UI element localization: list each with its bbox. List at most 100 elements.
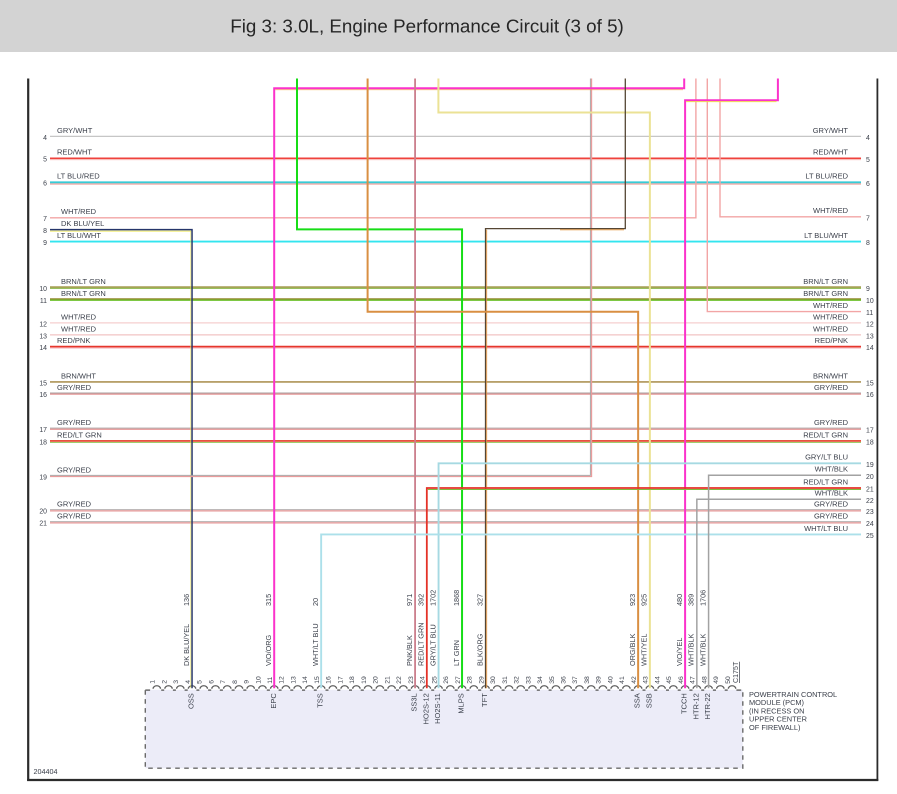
svg-text:14: 14 — [39, 345, 47, 352]
svg-text:LT BLU/RED: LT BLU/RED — [805, 172, 848, 181]
svg-text:925: 925 — [640, 594, 649, 606]
svg-text:5: 5 — [43, 157, 47, 164]
svg-text:GRY/WHT: GRY/WHT — [813, 126, 849, 135]
svg-text:136: 136 — [182, 594, 191, 606]
svg-text:RED/PNK: RED/PNK — [815, 336, 848, 345]
svg-text:3: 3 — [173, 680, 180, 684]
svg-text:10: 10 — [39, 286, 47, 293]
svg-text:21: 21 — [384, 676, 391, 684]
svg-text:34: 34 — [537, 676, 544, 684]
svg-text:48: 48 — [701, 676, 708, 684]
svg-text:11: 11 — [866, 310, 873, 317]
svg-text:HO2S-12: HO2S-12 — [421, 693, 430, 724]
svg-text:(IN RECESS ON: (IN RECESS ON — [749, 706, 804, 715]
svg-text:10: 10 — [866, 298, 874, 305]
svg-text:30: 30 — [490, 676, 497, 684]
svg-text:GRY/RED: GRY/RED — [57, 465, 92, 474]
svg-text:RED/WHT: RED/WHT — [813, 148, 848, 157]
svg-text:BRN/LT GRN: BRN/LT GRN — [803, 289, 848, 298]
svg-text:POWERTRAIN CONTROL: POWERTRAIN CONTROL — [749, 690, 837, 699]
svg-text:Fig 3: 3.0L, Engine Performanc: Fig 3: 3.0L, Engine Performance Circuit … — [230, 16, 624, 37]
svg-text:8: 8 — [866, 240, 870, 247]
svg-text:10: 10 — [255, 676, 262, 684]
svg-text:21: 21 — [866, 487, 874, 494]
svg-text:21: 21 — [39, 521, 47, 528]
svg-text:12: 12 — [39, 321, 47, 328]
svg-text:14: 14 — [866, 345, 874, 352]
svg-text:BLK/ORG: BLK/ORG — [475, 633, 484, 666]
svg-text:16: 16 — [326, 676, 333, 684]
svg-text:45: 45 — [666, 676, 673, 684]
svg-text:42: 42 — [631, 676, 638, 684]
svg-text:WHT/RED: WHT/RED — [813, 206, 849, 215]
svg-text:20: 20 — [39, 509, 47, 516]
svg-text:11: 11 — [267, 677, 274, 684]
svg-text:20: 20 — [373, 676, 380, 684]
svg-text:4: 4 — [185, 680, 192, 684]
svg-text:46: 46 — [678, 676, 685, 684]
svg-text:25: 25 — [431, 676, 438, 684]
svg-text:26: 26 — [443, 676, 450, 684]
svg-text:SS3L: SS3L — [410, 693, 419, 711]
svg-text:17: 17 — [866, 427, 874, 434]
svg-text:C175T: C175T — [732, 661, 740, 683]
svg-text:16: 16 — [866, 392, 874, 399]
svg-text:WHT/RED: WHT/RED — [813, 301, 849, 310]
svg-text:25: 25 — [866, 533, 874, 540]
svg-text:18: 18 — [349, 676, 356, 684]
svg-text:TSS: TSS — [316, 693, 325, 708]
svg-text:50: 50 — [725, 676, 732, 684]
svg-text:DK BLU/YEL: DK BLU/YEL — [61, 219, 104, 228]
svg-text:12: 12 — [866, 322, 874, 329]
svg-text:29: 29 — [478, 676, 485, 684]
svg-text:WHT/BLK: WHT/BLK — [815, 465, 848, 474]
svg-text:11: 11 — [40, 298, 47, 305]
svg-text:19: 19 — [866, 462, 874, 469]
svg-text:WHT/BLK: WHT/BLK — [687, 633, 696, 666]
svg-text:27: 27 — [455, 676, 462, 684]
svg-text:WHT/BLK: WHT/BLK — [698, 633, 707, 666]
svg-text:9: 9 — [866, 286, 870, 293]
svg-text:RED/LT GRN: RED/LT GRN — [803, 477, 848, 486]
svg-text:MLPS: MLPS — [457, 693, 466, 713]
svg-text:31: 31 — [502, 676, 509, 684]
svg-text:6: 6 — [43, 181, 47, 188]
svg-text:GRY/LT BLU: GRY/LT BLU — [805, 453, 848, 462]
svg-text:14: 14 — [302, 676, 309, 684]
svg-text:923: 923 — [628, 594, 637, 606]
svg-text:24: 24 — [866, 521, 874, 528]
svg-text:WHT/YEL: WHT/YEL — [640, 634, 649, 666]
svg-text:1706: 1706 — [698, 590, 707, 606]
svg-text:GRY/RED: GRY/RED — [814, 512, 849, 521]
svg-text:TCCH: TCCH — [680, 693, 689, 714]
svg-text:WHT/RED: WHT/RED — [61, 312, 97, 321]
svg-text:5: 5 — [197, 680, 204, 684]
svg-text:9: 9 — [244, 680, 251, 684]
svg-text:38: 38 — [584, 676, 591, 684]
svg-text:7: 7 — [220, 680, 227, 684]
svg-text:PNK/BLK: PNK/BLK — [405, 635, 414, 666]
svg-text:LT GRN: LT GRN — [452, 640, 461, 666]
svg-text:9: 9 — [43, 240, 47, 247]
svg-text:VIO/ORG: VIO/ORG — [264, 634, 273, 666]
svg-text:WHT/RED: WHT/RED — [813, 312, 849, 321]
svg-text:15: 15 — [866, 381, 874, 388]
svg-text:ORG/BLK: ORG/BLK — [628, 633, 637, 666]
svg-text:GRY/RED: GRY/RED — [57, 500, 92, 509]
svg-text:20: 20 — [866, 474, 874, 481]
svg-text:7: 7 — [866, 215, 870, 222]
svg-text:32: 32 — [514, 676, 521, 684]
svg-text:GRY/WHT: GRY/WHT — [57, 126, 93, 135]
svg-text:WHT/RED: WHT/RED — [61, 207, 97, 216]
svg-text:15: 15 — [39, 380, 47, 387]
svg-text:18: 18 — [866, 440, 874, 447]
svg-text:UPPER CENTER: UPPER CENTER — [749, 715, 807, 724]
svg-text:16: 16 — [39, 392, 47, 399]
svg-text:4: 4 — [866, 135, 870, 142]
svg-text:HTR-22: HTR-22 — [703, 693, 712, 719]
svg-text:DK BLU/YEL: DK BLU/YEL — [182, 624, 191, 666]
svg-text:RED/WHT: RED/WHT — [57, 148, 92, 157]
svg-text:BRN/LT GRN: BRN/LT GRN — [61, 289, 106, 298]
svg-text:13: 13 — [39, 333, 47, 340]
svg-text:1868: 1868 — [452, 590, 461, 606]
